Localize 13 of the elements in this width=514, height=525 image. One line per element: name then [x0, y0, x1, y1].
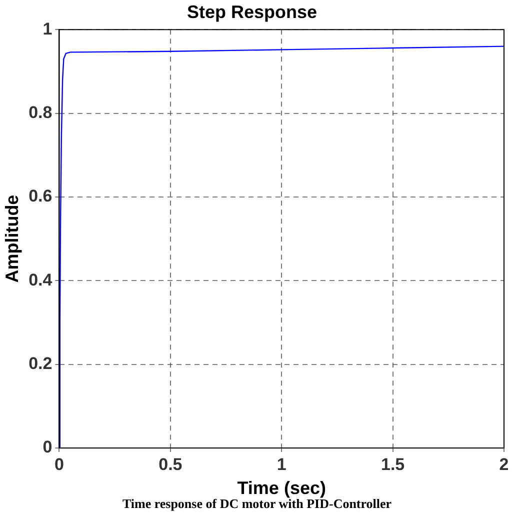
y-tick-label: 0.2 — [28, 354, 52, 374]
x-tick-label: 0.5 — [158, 454, 182, 474]
x-tick-label: 2 — [499, 454, 509, 474]
y-axis-title: Amplitude — [2, 194, 22, 283]
y-tick-label: 0.4 — [28, 270, 53, 290]
y-tick-label: 0 — [42, 438, 52, 457]
y-tick-label: 1 — [42, 19, 52, 38]
y-tick-label: 0.8 — [28, 102, 52, 122]
x-tick-label: 1.5 — [380, 454, 405, 474]
y-tick-label: 0.6 — [28, 186, 52, 206]
x-axis-title: Time (sec) — [237, 478, 326, 498]
chart-title: Step Response — [186, 2, 318, 22]
x-tick-label: 1 — [276, 454, 286, 474]
